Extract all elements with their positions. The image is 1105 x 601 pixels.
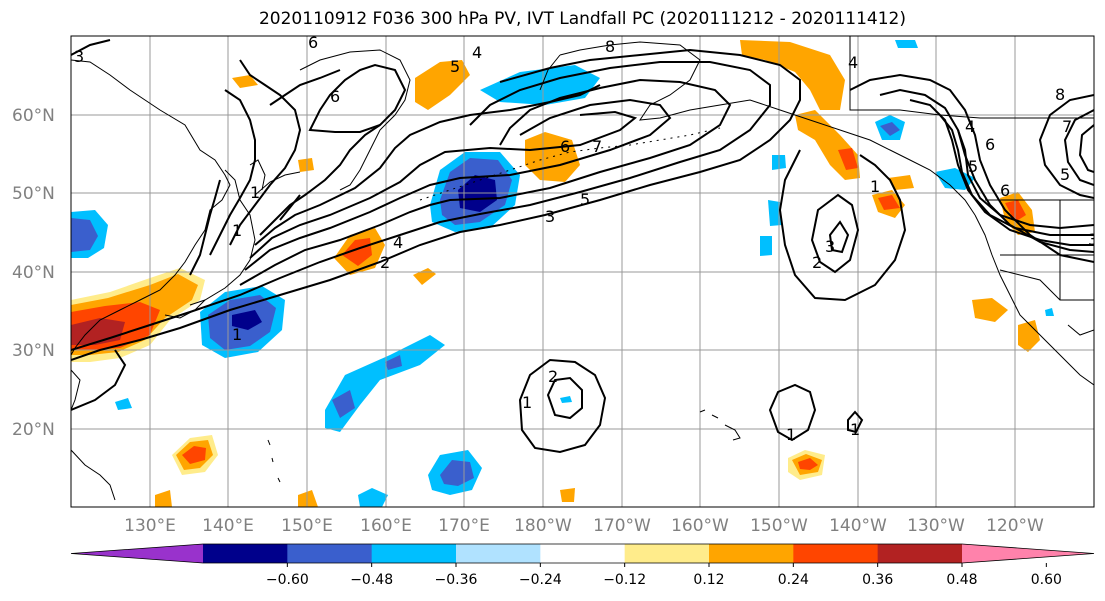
contour-label: 4	[472, 43, 482, 62]
lon-label: 140°E	[202, 516, 254, 536]
shade-southjapan-negative	[200, 286, 285, 358]
colorbar: −0.60 −0.48 −0.36 −0.24 −0.12 0.12 0.24 0.36 0.4…	[70, 543, 1095, 588]
contour-label: 1	[232, 221, 242, 240]
contour-label: 1	[522, 393, 532, 412]
contour-label: 7	[592, 137, 602, 156]
colorbar-tick-label: −0.12	[603, 572, 646, 588]
lat-label: 50°N	[12, 184, 55, 204]
lon-label: 130°W	[907, 516, 965, 536]
lat-label: 30°N	[12, 341, 55, 361]
contour-label: 5	[1060, 165, 1070, 184]
colorbar-tick-label: 0.24	[778, 572, 809, 588]
pv-contours	[71, 39, 1094, 454]
lon-label: 160°E	[360, 516, 412, 536]
colorbar-tick-label: 0.36	[862, 572, 893, 588]
lon-label: 160°W	[671, 516, 729, 536]
colorbar-tick-label: −0.36	[435, 572, 478, 588]
contour-label: 6	[330, 87, 340, 106]
contour-label: 1	[870, 177, 880, 196]
lat-label: 60°N	[12, 106, 55, 126]
contour-labels: 1 2 3 4 5 6 7 8 1 4 5 6 6 1 1 2 1 1 2 3 …	[74, 33, 1098, 444]
shade-band-negative	[325, 335, 445, 432]
colorbar-cell	[371, 544, 457, 563]
shade-west-negative	[71, 210, 108, 258]
latitude-labels: 60°N 50°N 40°N 30°N 20°N	[12, 106, 55, 440]
contour-label: 3	[1088, 230, 1098, 249]
colorbar-cell	[287, 544, 373, 563]
lon-label: 120°W	[986, 516, 1044, 536]
lat-label: 40°N	[12, 263, 55, 283]
lon-label: 180°W	[514, 516, 572, 536]
coastlines	[71, 36, 1094, 501]
contour-label: 2	[380, 253, 390, 272]
lon-label: 170°E	[438, 516, 490, 536]
colorbar-cell	[540, 544, 626, 563]
colorbar-cells	[70, 543, 1095, 564]
contour-label: 1	[232, 325, 242, 344]
contour-label: 3	[74, 47, 84, 66]
contour-label: 2	[548, 367, 558, 386]
colorbar-ticks: −0.60 −0.48 −0.36 −0.24 −0.12 0.12 0.24 0.36 0.4…	[266, 563, 1062, 588]
colorbar-cell	[203, 544, 288, 563]
map-frame	[70, 35, 1095, 508]
contour-label: 5	[968, 157, 978, 176]
colorbar-tick-label: 0.12	[693, 572, 724, 588]
colorbar-outline	[70, 543, 1095, 564]
colorbar-tick-label: −0.48	[350, 572, 393, 588]
contour-label: 7	[1062, 117, 1072, 136]
contour-label: 5	[580, 190, 590, 209]
contour-label: 6	[985, 135, 995, 154]
lon-label: 150°W	[750, 516, 808, 536]
colorbar-tick-label: −0.60	[266, 572, 309, 588]
longitude-labels: 130°E 140°E 150°E 160°E 170°E 180°W 170°…	[124, 516, 1044, 536]
colorbar-extend-max	[962, 544, 1094, 563]
contour-label: 3	[825, 237, 835, 256]
map-layers: 1 2 3 4 5 6 7 8 1 4 5 6 6 1 1 2 1 1 2 3 …	[71, 33, 1098, 507]
lon-label: 130°E	[124, 516, 176, 536]
colorbar-cell	[456, 544, 541, 563]
contour-label: 5	[450, 57, 460, 76]
contour-label: 2	[812, 253, 822, 272]
map-title: 2020110912 F036 300 hPa PV, IVT Landfall…	[258, 9, 906, 29]
colorbar-cell	[793, 544, 879, 563]
contour-label: 3	[545, 207, 555, 226]
contour-label: 4	[848, 53, 858, 72]
lon-label: 140°W	[829, 516, 887, 536]
contour-label: 4	[393, 233, 403, 252]
contour-label: 6	[1000, 181, 1010, 200]
contour-label: 1	[250, 183, 260, 202]
lon-label: 150°E	[281, 516, 333, 536]
colorbar-cell	[624, 544, 710, 563]
lon-label: 170°W	[593, 516, 651, 536]
lat-label: 20°N	[12, 420, 55, 440]
colorbar-cell	[877, 544, 963, 563]
contour-label: 4	[965, 117, 975, 136]
contour-label: 1	[850, 420, 860, 439]
colorbar-tick-label: −0.24	[519, 572, 562, 588]
colorbar-tick-label: 0.60	[1031, 572, 1062, 588]
shade-positive-spots	[155, 40, 1040, 507]
contour-label: 1	[786, 425, 796, 444]
shade-south-negative	[115, 398, 482, 507]
contour-label: 8	[1055, 85, 1065, 104]
contour-label: 8	[605, 37, 615, 56]
colorbar-extend-min	[71, 544, 203, 563]
contour-label: 6	[308, 33, 318, 52]
contour-label: 6	[560, 137, 570, 156]
colorbar-tick-label: 0.48	[946, 572, 977, 588]
colorbar-cell	[709, 544, 794, 563]
